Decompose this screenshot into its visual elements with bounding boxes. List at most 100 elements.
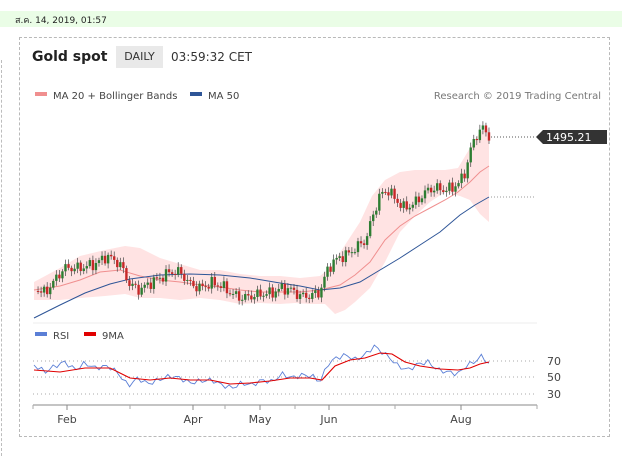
candle <box>52 278 55 290</box>
legend-swatch-9ma <box>84 332 96 336</box>
candle <box>250 290 253 303</box>
candle-body <box>186 279 189 281</box>
candle-body <box>387 192 390 196</box>
candle-body <box>368 221 372 237</box>
candle-body <box>256 289 259 298</box>
candle-body <box>128 280 131 286</box>
candle-body <box>213 276 216 286</box>
x-axis-ticks: Feb Apr May Jun Aug <box>32 405 538 426</box>
candle-body <box>341 256 344 263</box>
candle-body <box>390 188 393 196</box>
candle-body <box>195 286 198 292</box>
time-readout: 03:59:32 CET <box>171 50 252 64</box>
candle <box>195 281 198 297</box>
candle-body <box>338 256 341 258</box>
candle-body <box>210 276 213 289</box>
candle <box>219 282 223 293</box>
candle-body <box>393 188 396 199</box>
last-price-label: 1495.21 <box>546 131 592 144</box>
candle <box>103 251 107 266</box>
candle <box>125 265 128 284</box>
period-badge[interactable]: DAILY <box>116 46 163 68</box>
candle-body <box>484 125 488 133</box>
date-bar: ส.ค. 14, 2019, 01:57 <box>0 11 622 27</box>
candle <box>64 259 67 277</box>
legend-label-9ma: 9MA <box>102 331 124 342</box>
candle-body <box>317 290 320 298</box>
candle <box>378 188 381 215</box>
rsi-lines <box>33 344 490 389</box>
candle <box>320 284 323 303</box>
candle <box>82 264 85 275</box>
candle <box>49 282 52 300</box>
candle <box>259 284 262 300</box>
candle <box>448 179 451 195</box>
candle-body <box>405 201 408 210</box>
candle <box>146 278 149 289</box>
candle <box>88 257 92 269</box>
candle <box>381 188 384 199</box>
candle <box>460 168 463 189</box>
candle <box>326 263 329 281</box>
rsi-level-label-70: 70 <box>547 355 561 368</box>
candle-body <box>240 299 244 301</box>
candle-body <box>253 297 256 300</box>
candle-body <box>201 283 204 287</box>
candles <box>36 121 491 306</box>
candle-body <box>481 125 485 130</box>
candle-body <box>52 280 55 288</box>
candle-body <box>149 282 152 289</box>
candle-body <box>116 259 119 268</box>
candle-body <box>219 286 223 288</box>
candle <box>332 254 335 275</box>
candle <box>45 282 49 298</box>
candle-body <box>381 191 384 194</box>
candle <box>55 270 58 286</box>
rsi-level-label-30: 30 <box>547 388 561 401</box>
candle-body <box>42 286 46 293</box>
candle-body <box>119 262 122 268</box>
candle-body <box>234 291 238 294</box>
candle <box>478 124 482 143</box>
candle <box>61 269 64 283</box>
candle <box>73 264 76 275</box>
candle-body <box>311 293 314 299</box>
last-price-box <box>536 130 607 144</box>
candle-body <box>408 207 411 210</box>
candle-body <box>225 281 229 294</box>
candle-body <box>429 187 433 193</box>
candle-body <box>411 204 415 208</box>
legend-swatch-ma20 <box>35 92 47 96</box>
candle-body <box>280 283 284 289</box>
candle <box>429 184 433 197</box>
candle-body <box>375 210 378 215</box>
candle <box>79 260 82 276</box>
candle-body <box>432 190 436 193</box>
candle <box>277 283 280 297</box>
candle-body <box>277 288 280 292</box>
candle-body <box>106 254 110 264</box>
candle <box>94 258 98 275</box>
candle <box>265 290 268 299</box>
candle <box>189 277 192 286</box>
candle <box>420 195 424 205</box>
candle-body <box>286 288 290 295</box>
candle-body <box>402 201 405 208</box>
candle <box>268 282 271 299</box>
x-tick-label: Jun <box>319 413 337 426</box>
candle-body <box>250 295 253 300</box>
candle-body <box>167 269 171 273</box>
candle-body <box>155 277 159 279</box>
candle <box>323 271 326 292</box>
candle <box>372 210 375 227</box>
candle-body <box>301 292 305 295</box>
candle <box>210 272 213 294</box>
candle-body <box>423 190 427 199</box>
candle <box>70 265 73 277</box>
candle-body <box>420 198 424 203</box>
candle-body <box>396 198 399 203</box>
candle-body <box>58 274 61 279</box>
candle <box>445 186 448 197</box>
rsi-9ma-line <box>33 352 490 385</box>
candle <box>140 282 143 297</box>
